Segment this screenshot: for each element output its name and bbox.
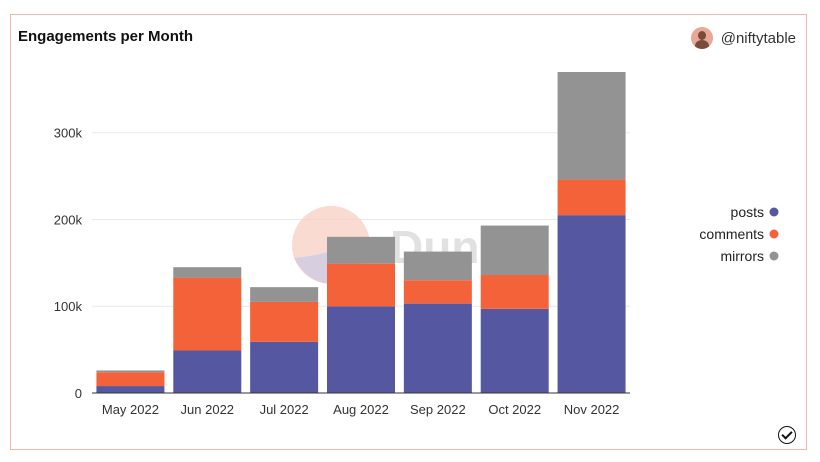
bar-comments-may-2022[interactable] bbox=[96, 372, 165, 387]
x-tick-label: Oct 2022 bbox=[488, 402, 541, 417]
x-tick-label: Sep 2022 bbox=[410, 402, 466, 417]
bar-posts-nov-2022[interactable] bbox=[557, 215, 626, 393]
bar-posts-jun-2022[interactable] bbox=[173, 350, 242, 393]
bar-mirrors-oct-2022[interactable] bbox=[480, 225, 549, 276]
dune-watermark: Dune bbox=[292, 206, 505, 284]
bar-posts-oct-2022[interactable] bbox=[480, 308, 549, 393]
bar-mirrors-jul-2022[interactable] bbox=[250, 287, 319, 302]
x-tick-label: May 2022 bbox=[102, 402, 159, 417]
bar-comments-sep-2022[interactable] bbox=[403, 280, 472, 304]
chart-title: Engagements per Month bbox=[18, 28, 194, 45]
bar-comments-jun-2022[interactable] bbox=[173, 277, 242, 351]
legend-label-posts: posts bbox=[731, 204, 764, 220]
y-tick-label: 200k bbox=[54, 212, 83, 227]
bar-posts-aug-2022[interactable] bbox=[327, 306, 395, 393]
y-axis-ticks: 0 100k 200k 300k bbox=[54, 126, 83, 401]
bar-posts-may-2022[interactable] bbox=[96, 386, 165, 393]
bar-comments-oct-2022[interactable] bbox=[480, 275, 549, 309]
x-tick-label: Aug 2022 bbox=[333, 402, 389, 417]
bar-mirrors-jun-2022[interactable] bbox=[173, 267, 242, 278]
x-tick-label: Nov 2022 bbox=[564, 402, 620, 417]
bar-comments-jul-2022[interactable] bbox=[250, 301, 319, 342]
bar-mirrors-aug-2022[interactable] bbox=[327, 236, 395, 264]
x-axis-ticks: May 2022 Jun 2022 Jul 2022 Aug 2022 Sep 2022… bbox=[102, 402, 620, 417]
author-handle: @niftytable bbox=[720, 29, 796, 47]
avatar bbox=[690, 27, 713, 49]
check-circle-icon[interactable] bbox=[778, 426, 796, 444]
legend: posts comments mirrors bbox=[699, 204, 779, 264]
legend-label-comments: comments bbox=[699, 226, 764, 242]
x-tick-label: Jul 2022 bbox=[260, 402, 309, 417]
bar-mirrors-may-2022[interactable] bbox=[96, 370, 165, 373]
y-tick-label: 300k bbox=[54, 126, 83, 141]
bars bbox=[96, 72, 626, 393]
bar-mirrors-nov-2022[interactable] bbox=[557, 72, 626, 180]
y-tick-label: 0 bbox=[75, 386, 82, 401]
bar-comments-nov-2022[interactable] bbox=[557, 179, 626, 216]
bar-comments-aug-2022[interactable] bbox=[327, 263, 395, 307]
bar-mirrors-sep-2022[interactable] bbox=[403, 251, 472, 281]
x-tick-label: Jun 2022 bbox=[181, 402, 235, 417]
legend-label-mirrors: mirrors bbox=[720, 248, 764, 264]
bar-posts-jul-2022[interactable] bbox=[250, 341, 319, 393]
legend-dot-comments bbox=[769, 229, 779, 239]
legend-dot-posts bbox=[769, 207, 779, 217]
bar-posts-sep-2022[interactable] bbox=[403, 303, 472, 393]
y-tick-label: 100k bbox=[54, 299, 83, 314]
legend-dot-mirrors bbox=[769, 251, 779, 261]
author-badge[interactable]: @niftytable bbox=[690, 27, 796, 49]
